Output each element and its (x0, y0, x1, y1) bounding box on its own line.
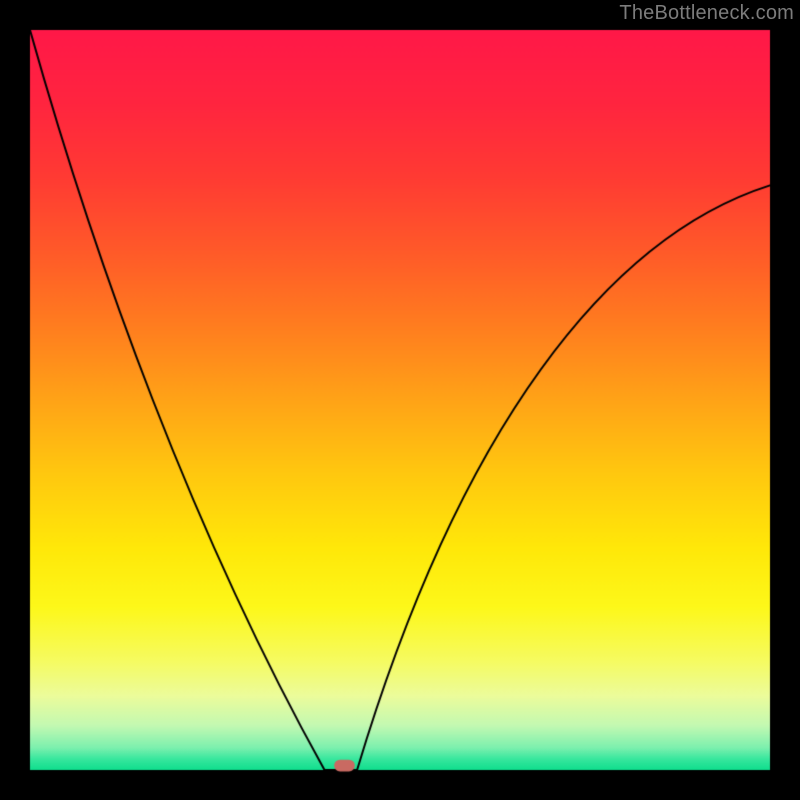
watermark-text: TheBottleneck.com (619, 2, 794, 25)
chart-container: TheBottleneck.com (0, 0, 800, 800)
bottleneck-chart (0, 0, 800, 800)
